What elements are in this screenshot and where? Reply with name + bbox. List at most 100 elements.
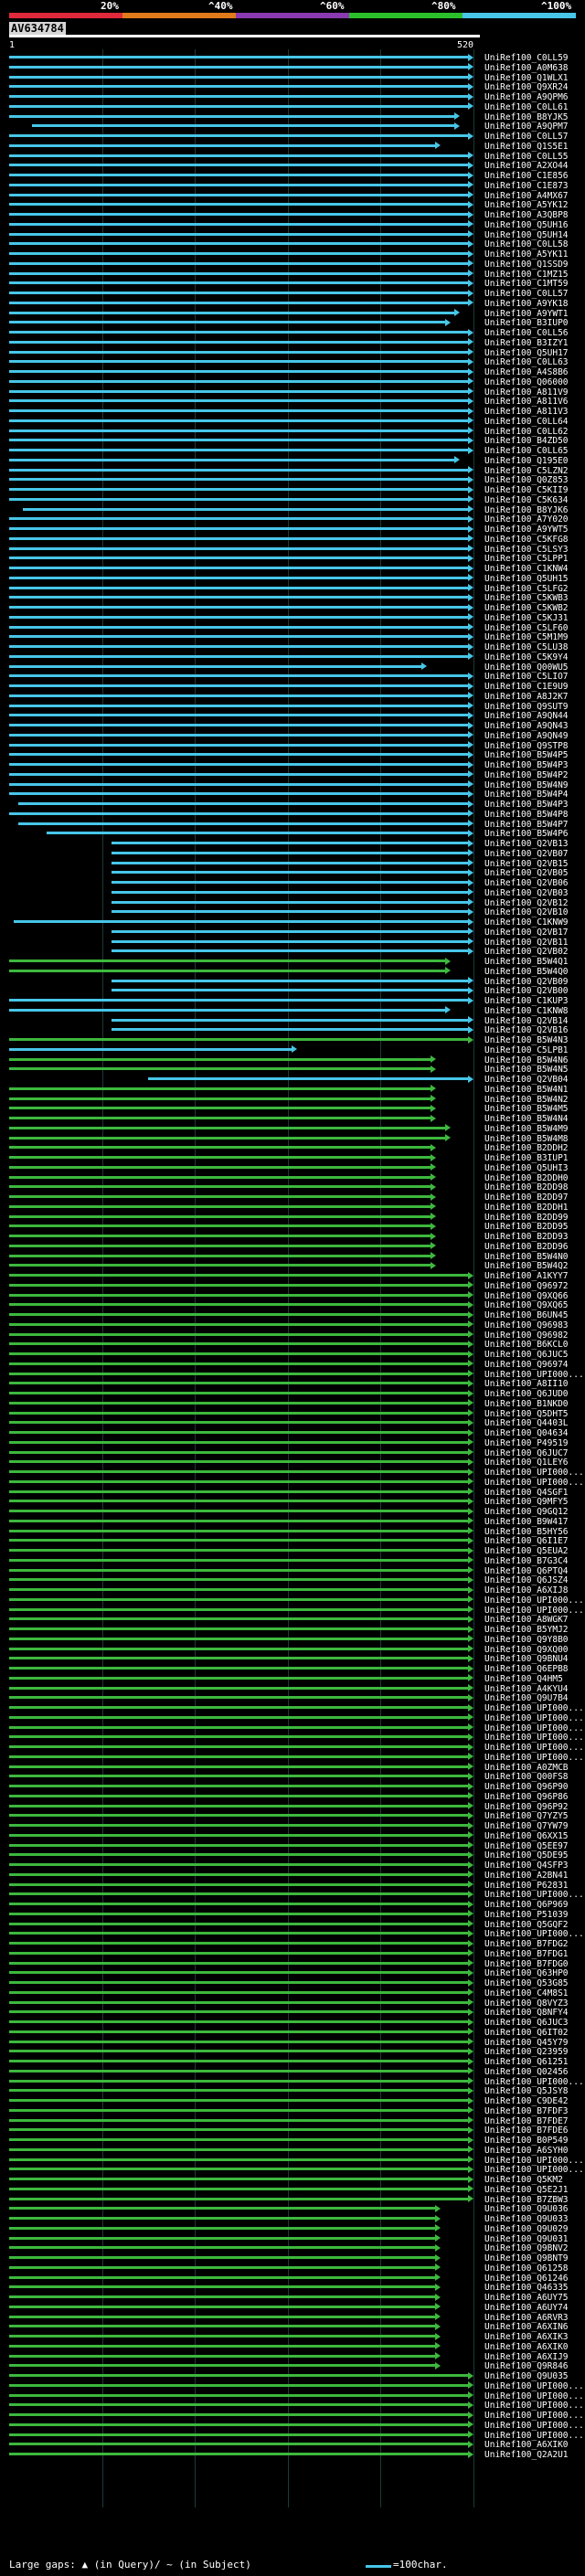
hit-alignment-bar[interactable] [9, 733, 469, 737]
hit-label[interactable]: UniRef100_C1KNW4 [484, 564, 569, 574]
hit-alignment-bar[interactable] [9, 1047, 292, 1051]
hit-alignment-bar[interactable] [9, 2118, 469, 2122]
hit-label[interactable]: UniRef100_Q1WLX1 [484, 72, 569, 83]
hit-label[interactable]: UniRef100_A9YWT1 [484, 308, 569, 319]
hit-label[interactable]: UniRef100_Q9BNU4 [484, 1654, 569, 1665]
hit-label[interactable]: UniRef100_B5YMJ2 [484, 1625, 569, 1635]
hit-alignment-bar[interactable] [9, 2443, 469, 2446]
hit-label[interactable]: UniRef100_UPI000... [484, 1703, 583, 1713]
hit-label[interactable]: UniRef100_C5M1M9 [484, 632, 569, 643]
hit-label[interactable]: UniRef100_A9YWT5 [484, 525, 569, 535]
hit-alignment-bar[interactable] [9, 409, 469, 412]
hit-label[interactable]: UniRef100_A8J2K7 [484, 691, 569, 702]
hit-label[interactable]: UniRef100_B5W4P5 [484, 750, 569, 761]
hit-label[interactable]: UniRef100_B5HY56 [484, 1526, 569, 1537]
hit-alignment-bar[interactable] [9, 1175, 432, 1179]
hit-alignment-bar[interactable] [46, 832, 469, 835]
hit-alignment-bar[interactable] [9, 2207, 437, 2210]
hit-label[interactable]: UniRef100_Q1LEY6 [484, 1458, 569, 1468]
hit-alignment-bar[interactable] [9, 1539, 469, 1542]
hit-label[interactable]: UniRef100_B5W4P3 [484, 800, 569, 810]
hit-alignment-bar[interactable] [9, 567, 469, 569]
hit-alignment-bar[interactable] [9, 1313, 469, 1316]
hit-alignment-bar[interactable] [14, 920, 469, 923]
hit-alignment-bar[interactable] [9, 763, 469, 766]
hit-alignment-bar[interactable] [9, 1460, 469, 1464]
hit-alignment-bar[interactable] [9, 2217, 437, 2220]
hit-alignment-bar[interactable] [9, 1214, 432, 1218]
hit-alignment-bar[interactable] [9, 2147, 469, 2151]
hit-alignment-bar[interactable] [9, 1107, 432, 1110]
hit-alignment-bar[interactable] [9, 2138, 469, 2141]
hit-label[interactable]: UniRef100_B5W4N6 [484, 1055, 569, 1065]
hit-alignment-bar[interactable] [9, 1942, 469, 1945]
hit-label[interactable]: UniRef100_Q9BNT9 [484, 2253, 569, 2263]
hit-alignment-bar[interactable] [111, 929, 469, 933]
hit-alignment-bar[interactable] [9, 546, 469, 550]
hit-label[interactable]: UniRef100_C1MT59 [484, 279, 569, 290]
hit-label[interactable]: UniRef100_Q96974 [484, 1359, 569, 1370]
hit-alignment-bar[interactable] [111, 851, 469, 854]
hit-label[interactable]: UniRef100_C0LL61 [484, 101, 569, 112]
hit-label[interactable]: UniRef100_B5W4N3 [484, 1035, 569, 1045]
hit-alignment-bar[interactable] [9, 811, 469, 815]
hit-label[interactable]: UniRef100_Q5UH16 [484, 219, 569, 230]
hit-label[interactable]: UniRef100_A5YK11 [484, 249, 569, 260]
hit-alignment-bar[interactable] [9, 517, 469, 521]
hit-alignment-bar[interactable] [9, 2000, 469, 2004]
hit-alignment-bar[interactable] [9, 1558, 469, 1562]
hit-label[interactable]: UniRef100_A6XIJ9 [484, 2351, 569, 2362]
hit-alignment-bar[interactable] [9, 1057, 432, 1061]
hit-alignment-bar[interactable] [9, 350, 469, 354]
hit-alignment-bar[interactable] [9, 56, 469, 58]
hit-alignment-bar[interactable] [9, 2168, 469, 2171]
hit-label[interactable]: UniRef100_Q6EPB8 [484, 1664, 569, 1674]
hit-label[interactable]: UniRef100_A7Y020 [484, 514, 569, 525]
hit-label[interactable]: UniRef100_A811V6 [484, 397, 569, 408]
hit-alignment-bar[interactable] [9, 1421, 469, 1425]
hit-alignment-bar[interactable] [9, 1588, 469, 1591]
hit-alignment-bar[interactable] [9, 684, 469, 687]
hit-alignment-bar[interactable] [9, 114, 455, 118]
hit-alignment-bar[interactable] [9, 2099, 469, 2102]
hit-label[interactable]: UniRef100_C5LFG2 [484, 583, 569, 594]
hit-label[interactable]: UniRef100_UPI000... [484, 1605, 583, 1616]
hit-alignment-bar[interactable] [9, 969, 446, 972]
hit-alignment-bar[interactable] [9, 2030, 469, 2033]
hit-label[interactable]: UniRef100_Q6JUC7 [484, 1447, 569, 1458]
hit-alignment-bar[interactable] [9, 1961, 469, 1965]
hit-label[interactable]: UniRef100_C4M8S1 [484, 1988, 569, 1998]
hit-label[interactable]: UniRef100_Q5JSY8 [484, 2086, 569, 2097]
hit-alignment-bar[interactable] [9, 772, 469, 776]
hit-label[interactable]: UniRef100_Q6JSZ4 [484, 1575, 569, 1586]
hit-label[interactable]: UniRef100_B5W4M8 [484, 1133, 569, 1144]
hit-alignment-bar[interactable] [9, 497, 469, 501]
hit-label[interactable]: UniRef100_A4MX67 [484, 190, 569, 201]
hit-label[interactable]: UniRef100_Q9GQ12 [484, 1507, 569, 1517]
hit-label[interactable]: UniRef100_B4ZD50 [484, 436, 569, 447]
hit-label[interactable]: UniRef100_A9QPM7 [484, 122, 569, 133]
hit-alignment-bar[interactable] [9, 252, 469, 255]
hit-label[interactable]: UniRef100_Q2VB16 [484, 1025, 569, 1036]
hit-label[interactable]: UniRef100_B7ZBW3 [484, 2194, 569, 2205]
hit-label[interactable]: UniRef100_B5W4N2 [484, 1094, 569, 1105]
hit-label[interactable]: UniRef100_B2DDH0 [484, 1172, 569, 1183]
hit-label[interactable]: UniRef100_A9QN49 [484, 730, 569, 741]
hit-label[interactable]: UniRef100_UPI000... [484, 2165, 583, 2176]
hit-label[interactable]: UniRef100_C5LPP1 [484, 554, 569, 565]
hit-label[interactable]: UniRef100_UPI000... [484, 1723, 583, 1733]
hit-label[interactable]: UniRef100_C5KWB3 [484, 593, 569, 604]
hit-alignment-bar[interactable] [9, 1657, 469, 1660]
hit-alignment-bar[interactable] [9, 1489, 469, 1493]
hit-alignment-bar[interactable] [23, 507, 469, 511]
hit-alignment-bar[interactable] [9, 379, 469, 383]
hit-alignment-bar[interactable] [9, 1382, 469, 1385]
hit-label[interactable]: UniRef100_C5KWB2 [484, 603, 569, 613]
hit-label[interactable]: UniRef100_B2DD95 [484, 1222, 569, 1233]
hit-label[interactable]: UniRef100_P51039 [484, 1909, 569, 1920]
hit-label[interactable]: UniRef100_Q2VB06 [484, 878, 569, 888]
hit-alignment-bar[interactable] [9, 301, 469, 304]
hit-label[interactable]: UniRef100_A2BN41 [484, 1870, 569, 1881]
hit-label[interactable]: UniRef100_B7FDE6 [484, 2125, 569, 2136]
hit-alignment-bar[interactable] [9, 1765, 469, 1768]
